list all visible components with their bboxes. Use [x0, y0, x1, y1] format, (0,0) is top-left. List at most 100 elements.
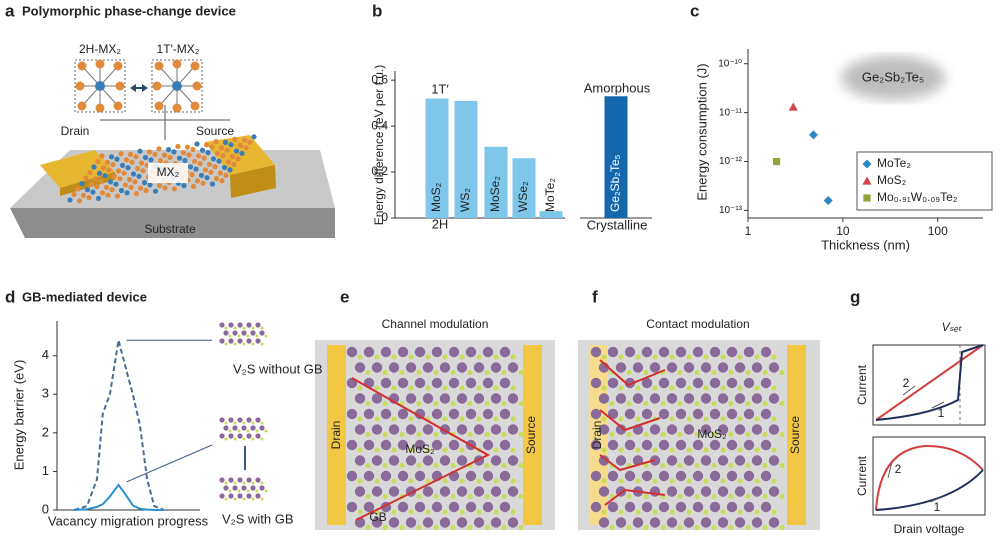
channel-label: MX₂ — [157, 165, 180, 179]
annotation: Ge₂Sb₂Te₅ — [862, 69, 924, 84]
atom — [107, 179, 114, 185]
metal-atom — [675, 501, 687, 513]
metal-atom — [624, 470, 636, 482]
metal-atom — [250, 330, 256, 336]
metal-atom — [751, 362, 763, 373]
metal-atom — [726, 501, 738, 513]
metal-atom — [734, 455, 746, 466]
metal-atom — [751, 424, 763, 435]
atom — [88, 181, 95, 187]
chalcogen-atom — [669, 385, 675, 391]
chalcogen-atom — [224, 497, 228, 501]
metal-atom — [743, 439, 755, 451]
source-electrode — [205, 135, 275, 175]
metal-atom — [380, 470, 392, 482]
drain-electrode — [327, 345, 346, 525]
metal-atom — [422, 486, 434, 497]
metal-atom — [598, 424, 610, 435]
chalcogen-atom — [677, 401, 683, 406]
chalcogen-atom — [391, 385, 397, 391]
chalcogen-atom — [711, 432, 717, 437]
chalcogen-atom — [643, 494, 649, 499]
chalcogen-atom — [260, 437, 264, 441]
chalcogen-atom — [391, 416, 397, 422]
chalcogen-atom — [255, 334, 259, 338]
chalcogen-atom — [686, 385, 692, 391]
atom — [115, 168, 122, 174]
atom — [95, 103, 105, 113]
grain-boundary — [599, 409, 661, 432]
atom — [94, 184, 100, 190]
chalcogen-atom — [493, 509, 499, 515]
metal-atom — [717, 486, 729, 497]
category-label: Ge₂Sb₂Te₅ — [608, 154, 622, 212]
x-tick-label: 10 — [836, 224, 850, 238]
metal-atom — [371, 517, 383, 528]
metal-atom — [232, 425, 238, 431]
chalcogen-atom — [391, 354, 397, 360]
y-tick-label: 1 — [42, 463, 49, 478]
chalcogen-atom — [476, 509, 482, 515]
atom — [109, 187, 115, 193]
metal-atom — [422, 517, 434, 528]
lattice — [346, 346, 524, 530]
metal-atom — [405, 517, 417, 528]
current-curve — [875, 344, 984, 421]
chalcogen-atom — [433, 525, 439, 530]
chalcogen-atom — [771, 416, 777, 422]
chalcogen-atom — [228, 489, 232, 493]
marker — [862, 176, 872, 185]
chalcogen-atom — [643, 401, 649, 406]
chalcogen-atom — [601, 416, 607, 422]
chalcogen-atom — [484, 494, 490, 499]
metal-atom — [499, 501, 511, 513]
x-tick-label: 100 — [928, 224, 948, 238]
category-label: WSe₂ — [516, 181, 530, 212]
chalcogen-atom — [260, 342, 264, 346]
atom — [77, 101, 87, 111]
chalcogen-atom — [260, 326, 264, 330]
atom — [233, 148, 240, 154]
atom — [228, 142, 234, 148]
atom — [143, 187, 149, 193]
atom — [192, 81, 202, 91]
legend-label: Mo₀.₉₁W₀.₀₉Te₂ — [877, 190, 958, 204]
chalcogen-atom — [618, 354, 624, 360]
metal-atom — [380, 439, 392, 451]
metal-atom — [250, 425, 256, 431]
metal-atom — [482, 377, 494, 389]
metal-atom — [456, 517, 468, 528]
metal-atom — [246, 493, 252, 499]
metal-atom — [371, 455, 383, 466]
chalcogen-atom — [442, 509, 448, 515]
metal-atom — [465, 501, 477, 513]
chalcogen-atom — [660, 463, 666, 468]
metal-atom — [255, 338, 261, 344]
metal-atom — [456, 393, 468, 404]
y-axis-label: Energy difference (eV per f.u.) — [372, 65, 386, 226]
device-drawing — [10, 59, 335, 238]
metal-atom — [482, 501, 494, 513]
metal-atom — [683, 393, 695, 404]
metal-atom — [734, 362, 746, 373]
chalcogen-atom — [237, 489, 241, 493]
atom — [184, 144, 191, 150]
metal-atom — [598, 393, 610, 404]
chalcogen-atom — [660, 432, 666, 437]
metal-atom — [507, 517, 519, 528]
chalcogen-atom — [501, 401, 507, 406]
metal-atom — [590, 501, 602, 513]
atom — [105, 192, 111, 198]
chalcogen-atom — [233, 497, 237, 501]
chalcogen-atom — [425, 354, 431, 360]
atom — [92, 176, 99, 182]
metal-atom — [465, 377, 477, 389]
chalcogen-atom — [242, 342, 246, 346]
grain-boundary — [599, 454, 656, 472]
metal-atom — [726, 470, 738, 482]
metal-atom — [371, 362, 383, 373]
atom — [95, 158, 101, 165]
metal-atom — [624, 501, 636, 513]
chalcogen-atom — [694, 370, 700, 375]
chalcogen-atom — [255, 489, 259, 493]
